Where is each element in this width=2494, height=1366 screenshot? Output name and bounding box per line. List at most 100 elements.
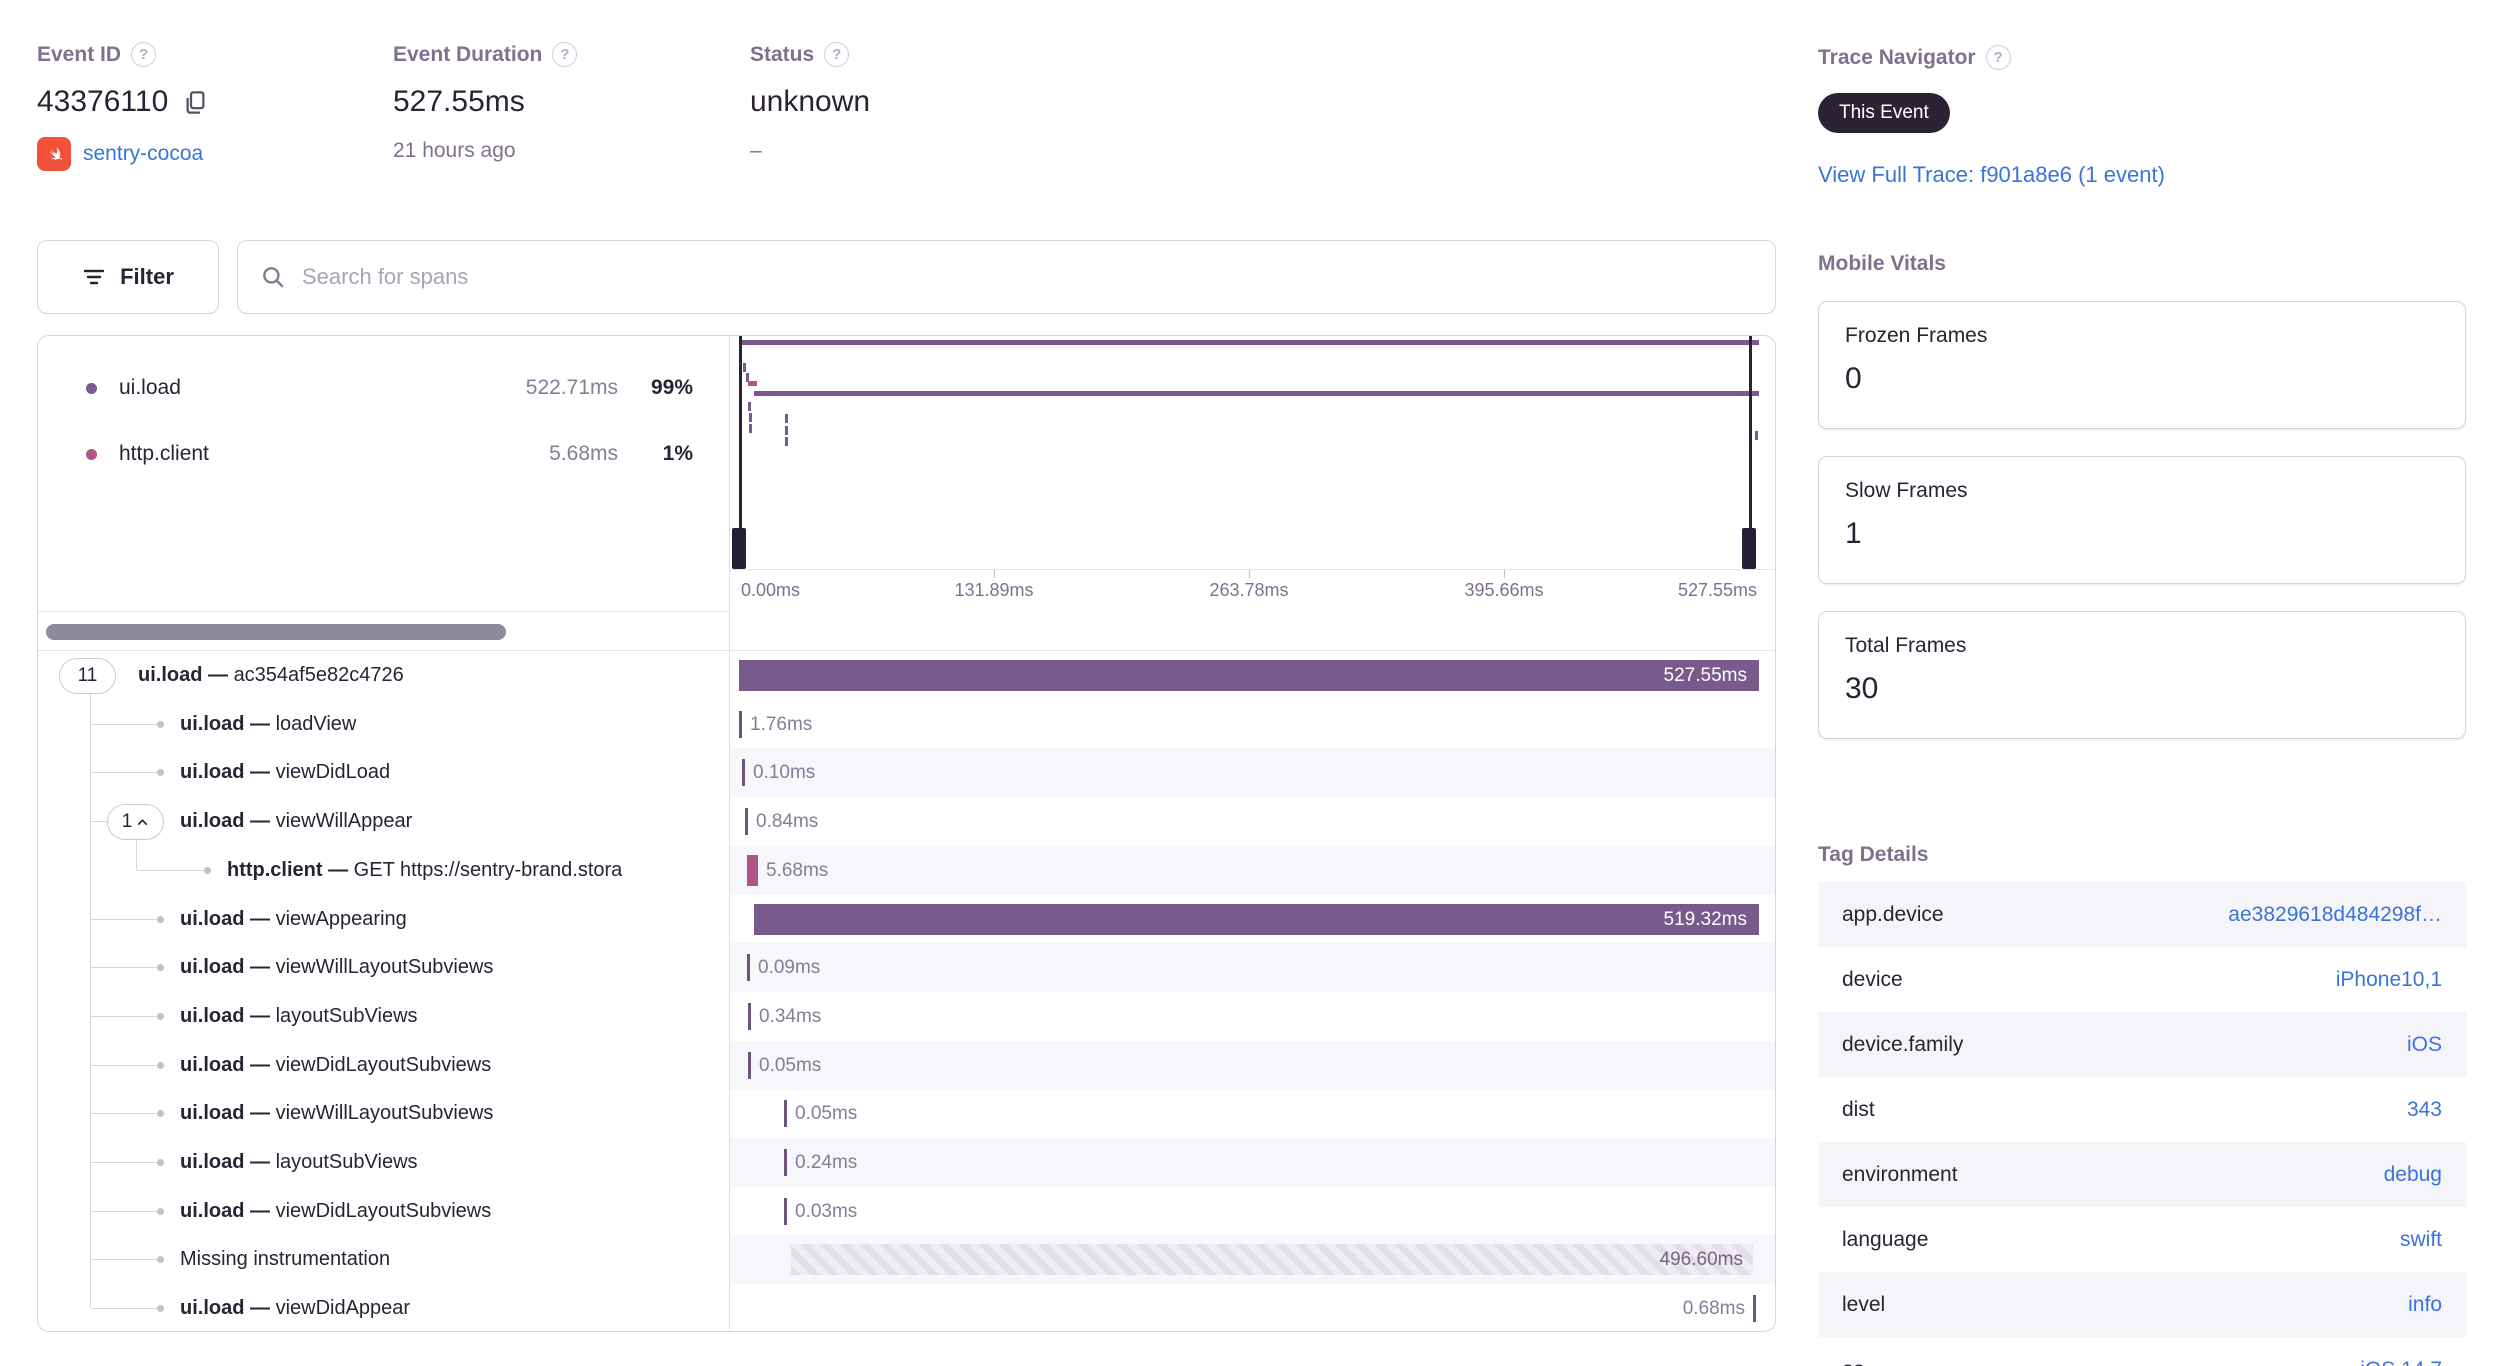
span-waterfall-row[interactable]: 0.10ms bbox=[730, 748, 1775, 798]
mobile-vitals-title: Mobile Vitals bbox=[1818, 252, 1946, 275]
span-tree-row[interactable]: ui.load — layoutSubViews bbox=[38, 992, 729, 1041]
tag-key: level bbox=[1842, 1292, 1886, 1316]
span-tree-row[interactable]: http.client — GET https://sentry-brand.s… bbox=[38, 846, 729, 895]
help-icon[interactable]: ? bbox=[552, 42, 578, 67]
span-bar[interactable] bbox=[784, 1197, 787, 1225]
span-tree-row[interactable]: ui.load — viewDidLayoutSubviews bbox=[38, 1187, 729, 1236]
span-bar[interactable]: 527.55ms bbox=[739, 660, 1759, 691]
tag-row: device.family iOS bbox=[1818, 1012, 2466, 1077]
span-bar[interactable] bbox=[747, 954, 750, 982]
span-tree-row[interactable]: 1 ui.load — viewWillAppear bbox=[38, 797, 729, 846]
span-tree-row[interactable]: ui.load — viewWillLayoutSubviews bbox=[38, 943, 729, 992]
span-description: ui.load — layoutSubViews bbox=[180, 1151, 418, 1173]
search-input[interactable] bbox=[302, 264, 1753, 290]
trace-minimap[interactable] bbox=[730, 336, 1775, 569]
tree-guide-horizontal bbox=[91, 1064, 160, 1066]
span-bar[interactable] bbox=[784, 1100, 787, 1128]
viewport-left-handle[interactable] bbox=[732, 528, 746, 569]
tree-scrollbar-thumb[interactable] bbox=[46, 624, 506, 640]
span-tree-row[interactable]: Missing instrumentation bbox=[38, 1235, 729, 1284]
span-tree-dot bbox=[204, 866, 211, 874]
sidebar: Trace Navigator ? This Event View Full T… bbox=[1818, 0, 2466, 1366]
span-waterfall-row[interactable]: 0.84ms bbox=[730, 797, 1775, 846]
tag-value-link[interactable]: ae3829618d484298f… bbox=[2228, 902, 2442, 926]
tag-value-link[interactable]: info bbox=[2408, 1292, 2442, 1316]
span-waterfall-row[interactable]: 0.09ms bbox=[730, 943, 1775, 993]
span-tree-row[interactable]: ui.load — layoutSubViews bbox=[38, 1138, 729, 1187]
span-duration-label: 0.24ms bbox=[795, 1152, 858, 1173]
tag-value-link[interactable]: iOS bbox=[2406, 1032, 2442, 1056]
tree-guide-horizontal bbox=[91, 1162, 160, 1163]
minimap-tick bbox=[746, 373, 749, 382]
tag-value-link[interactable]: debug bbox=[2383, 1162, 2442, 1186]
tree-guide-horizontal bbox=[91, 1308, 160, 1310]
span-waterfall-row[interactable]: 519.32ms bbox=[730, 895, 1775, 944]
event-id-section: Event ID ? 43376110 sentry-cocoa bbox=[37, 42, 209, 171]
viewport-left-line[interactable] bbox=[739, 336, 742, 569]
span-waterfall-row[interactable]: 0.03ms bbox=[730, 1187, 1775, 1236]
tag-value-link[interactable]: iPhone10,1 bbox=[2335, 967, 2442, 991]
span-children-chip[interactable]: 11 bbox=[59, 658, 116, 694]
span-duration-label: 0.05ms bbox=[759, 1054, 822, 1076]
span-bar[interactable] bbox=[745, 808, 748, 836]
tag-details-title: Tag Details bbox=[1818, 843, 1929, 866]
view-full-trace-link[interactable]: View Full Trace: f901a8e6 (1 event) bbox=[1818, 162, 2165, 187]
span-children-chip[interactable]: 1 bbox=[107, 804, 164, 841]
span-bar[interactable] bbox=[742, 759, 745, 787]
span-tree-dot bbox=[157, 915, 164, 923]
span-tree-row[interactable]: ui.load — viewDidAppear bbox=[38, 1284, 729, 1331]
span-tree-row[interactable]: ui.load — loadView bbox=[38, 700, 729, 749]
span-bar[interactable] bbox=[748, 1051, 751, 1079]
span-tree-dot bbox=[157, 1256, 164, 1264]
span-waterfall-row[interactable]: 0.68ms bbox=[730, 1284, 1775, 1331]
span-bar[interactable] bbox=[747, 854, 758, 886]
span-tree-row[interactable]: ui.load — viewDidLoad bbox=[38, 748, 729, 797]
span-waterfall-row[interactable]: 1.76ms bbox=[730, 700, 1775, 749]
span-bar[interactable] bbox=[739, 710, 742, 738]
span-description: ui.load — viewDidLayoutSubviews bbox=[180, 1199, 492, 1222]
span-tree-row[interactable]: ui.load — viewWillLayoutSubviews bbox=[38, 1089, 729, 1138]
tree-guide-horizontal bbox=[91, 967, 160, 969]
filter-button[interactable]: Filter bbox=[37, 240, 219, 314]
help-icon[interactable]: ? bbox=[131, 42, 157, 67]
viewport-right-line[interactable] bbox=[1749, 336, 1752, 569]
span-tree-dot bbox=[157, 1159, 164, 1166]
tag-value-link[interactable]: 343 bbox=[2406, 1097, 2442, 1121]
span-tree-row[interactable]: ui.load — viewAppearing bbox=[38, 895, 729, 944]
tree-guide-horizontal bbox=[91, 1259, 160, 1261]
tag-value-link[interactable]: swift bbox=[2400, 1227, 2442, 1251]
span-tree-row[interactable]: ui.load — viewDidLayoutSubviews bbox=[38, 1041, 729, 1090]
span-bar[interactable] bbox=[748, 1002, 751, 1030]
axis-label: 0.00ms bbox=[741, 580, 801, 600]
help-icon[interactable]: ? bbox=[824, 42, 850, 67]
legend-item: ui.load 522.71ms 99% bbox=[38, 366, 729, 410]
filter-icon bbox=[83, 269, 105, 285]
project-row: sentry-cocoa bbox=[37, 137, 209, 171]
span-bar[interactable] bbox=[784, 1149, 787, 1176]
help-icon[interactable]: ? bbox=[1985, 45, 2011, 70]
chip-count: 11 bbox=[77, 665, 98, 686]
span-waterfall-row[interactable]: 0.05ms bbox=[730, 1040, 1775, 1090]
tree-guide-horizontal bbox=[91, 723, 160, 725]
span-waterfall-row[interactable]: 5.68ms bbox=[730, 845, 1775, 895]
span-waterfall-row[interactable]: 0.05ms bbox=[730, 1089, 1775, 1138]
tree-guide-horizontal bbox=[91, 918, 160, 920]
span-tree-dot bbox=[157, 769, 164, 777]
span-duration-label: 0.68ms bbox=[1682, 1298, 1745, 1320]
span-waterfall-row[interactable]: 0.34ms bbox=[730, 992, 1775, 1041]
missing-instrumentation-bar[interactable]: 496.60ms bbox=[791, 1244, 1753, 1276]
span-waterfall-row[interactable]: 0.24ms bbox=[730, 1138, 1775, 1187]
span-description: ui.load — viewDidLayoutSubviews bbox=[180, 1053, 492, 1076]
vital-value: 0 bbox=[1845, 362, 1862, 395]
span-waterfall-row[interactable]: 496.60ms bbox=[730, 1235, 1775, 1285]
copy-icon[interactable] bbox=[182, 89, 209, 116]
span-bar[interactable]: 519.32ms bbox=[754, 903, 1759, 935]
tag-row: osiOS 14.7 bbox=[1818, 1337, 2466, 1366]
span-tree-row[interactable]: 11 ui.load — ac354af5e82c4726 bbox=[38, 651, 729, 700]
viewport-right-handle[interactable] bbox=[1742, 528, 1756, 569]
span-bar[interactable] bbox=[1753, 1295, 1756, 1323]
project-link[interactable]: sentry-cocoa bbox=[83, 142, 204, 165]
tag-value-link[interactable]: iOS 14.7 bbox=[2360, 1358, 2442, 1366]
span-waterfall-row[interactable]: 527.55ms bbox=[730, 651, 1775, 700]
trace-navigator-label: Trace Navigator bbox=[1818, 45, 1976, 69]
